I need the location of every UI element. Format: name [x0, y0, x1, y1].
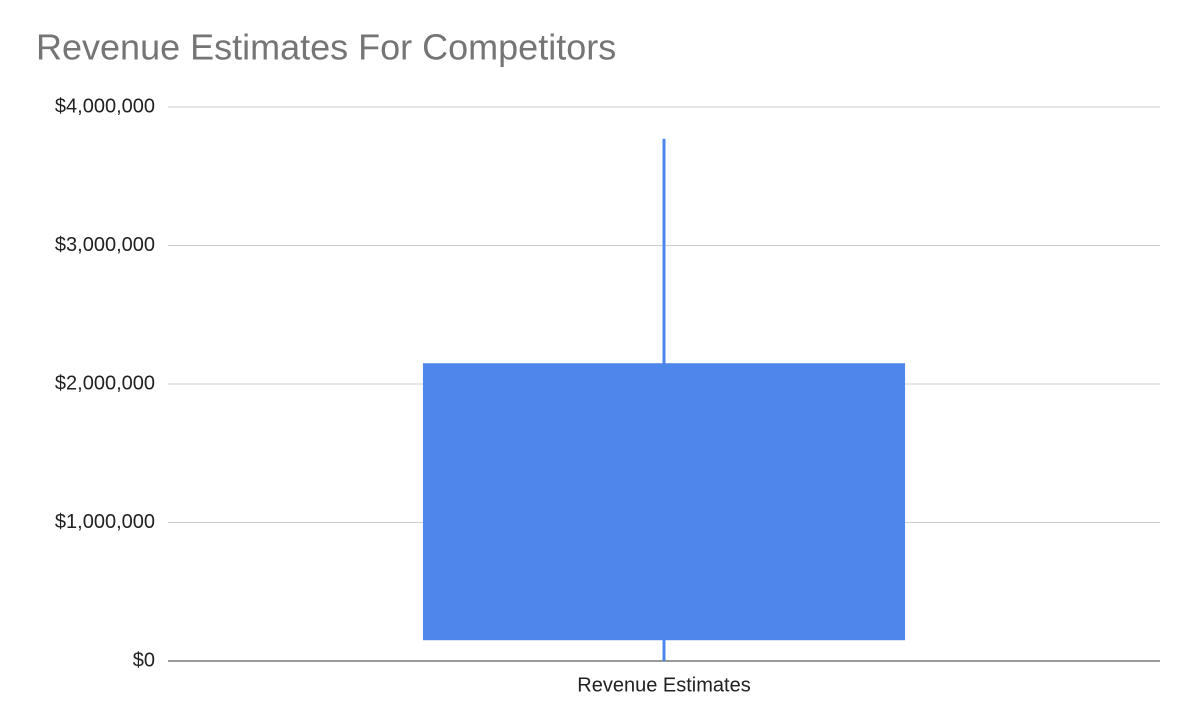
y-tick-label: $4,000,000 [55, 95, 155, 117]
y-tick-label: $2,000,000 [55, 372, 155, 394]
candle-body [422, 363, 906, 641]
x-tick-label: Revenue Estimates [577, 674, 750, 696]
y-tick-label: $1,000,000 [55, 511, 155, 533]
y-tick-label: $0 [133, 649, 155, 671]
chart-title: Revenue Estimates For Competitors [36, 27, 616, 68]
y-tick-label: $3,000,000 [55, 234, 155, 256]
